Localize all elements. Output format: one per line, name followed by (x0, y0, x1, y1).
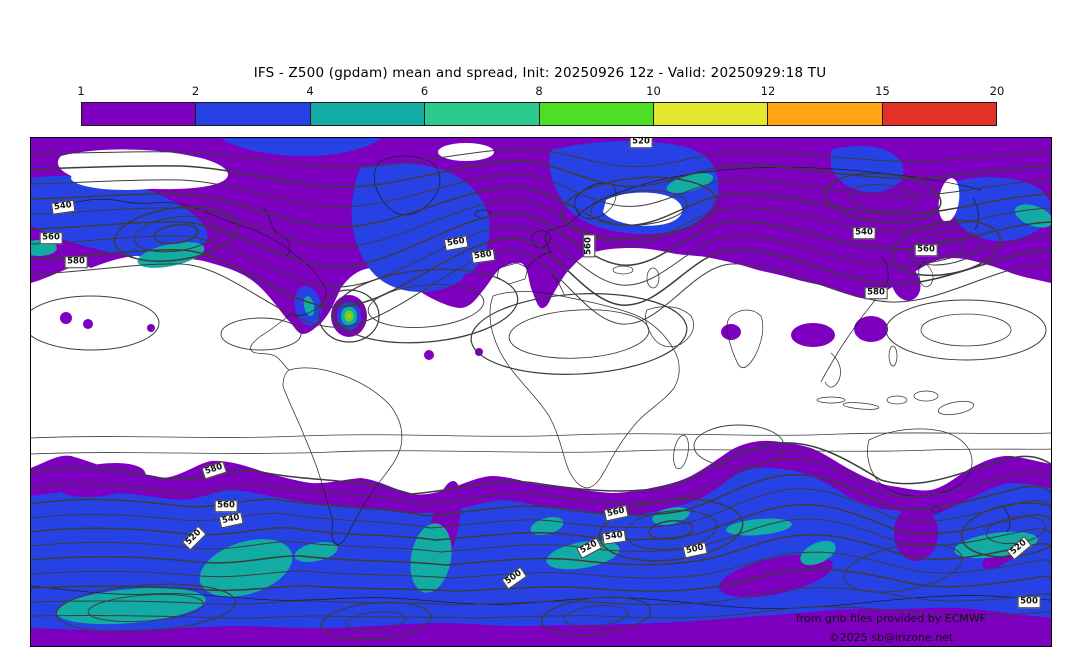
colorbar-tick: 15 (875, 84, 890, 98)
spread-bullseye (331, 295, 367, 337)
south-spread-blue (31, 467, 1051, 631)
colorbar-segment (882, 103, 996, 125)
colorbar-tick: 12 (760, 84, 776, 98)
map-graphic (31, 138, 1051, 646)
closed-contours (31, 172, 1051, 641)
north-spread-purple (31, 138, 1051, 334)
credit-copyright: ©2025 sb@irizone.net (828, 631, 954, 644)
colorbar-segment (310, 103, 426, 125)
coastlines (31, 155, 1051, 609)
colorbar-tick: 20 (989, 84, 1005, 98)
chart-title: IFS - Z500 (gpdam) mean and spread, Init… (253, 65, 827, 81)
colorbar-tick: 6 (420, 84, 429, 98)
z500-contours (31, 148, 1051, 619)
world-map: 540 560 580 560 580 520 560 540 560 580 580 560 540 5… (30, 137, 1052, 647)
credit-ecmwf: from grib files provided by ECMWF (795, 612, 987, 625)
colorbar-segment (196, 103, 311, 125)
colorbar-tick: 8 (535, 84, 543, 98)
colorbar-ticks: 1 2 4 6 8 10 12 15 20 (77, 84, 1004, 98)
colorbar-segment (425, 103, 540, 125)
colorbar-segment (539, 103, 654, 125)
colorbar-segment (768, 103, 883, 125)
isolated-purple-blobs (60, 265, 921, 360)
colorbar-segment (82, 103, 197, 125)
colorbar-tick: 4 (306, 84, 314, 98)
colorbar-segment (653, 103, 769, 125)
north-lowspread-white (57, 143, 960, 226)
colorbar-tick: 1 (77, 84, 85, 98)
colorbar-tick: 10 (646, 84, 661, 98)
colorbar: 1 2 4 6 8 10 12 15 20 (77, 84, 1004, 128)
colorbar-tick: 2 (191, 84, 200, 98)
colorbar-segments (81, 102, 997, 126)
